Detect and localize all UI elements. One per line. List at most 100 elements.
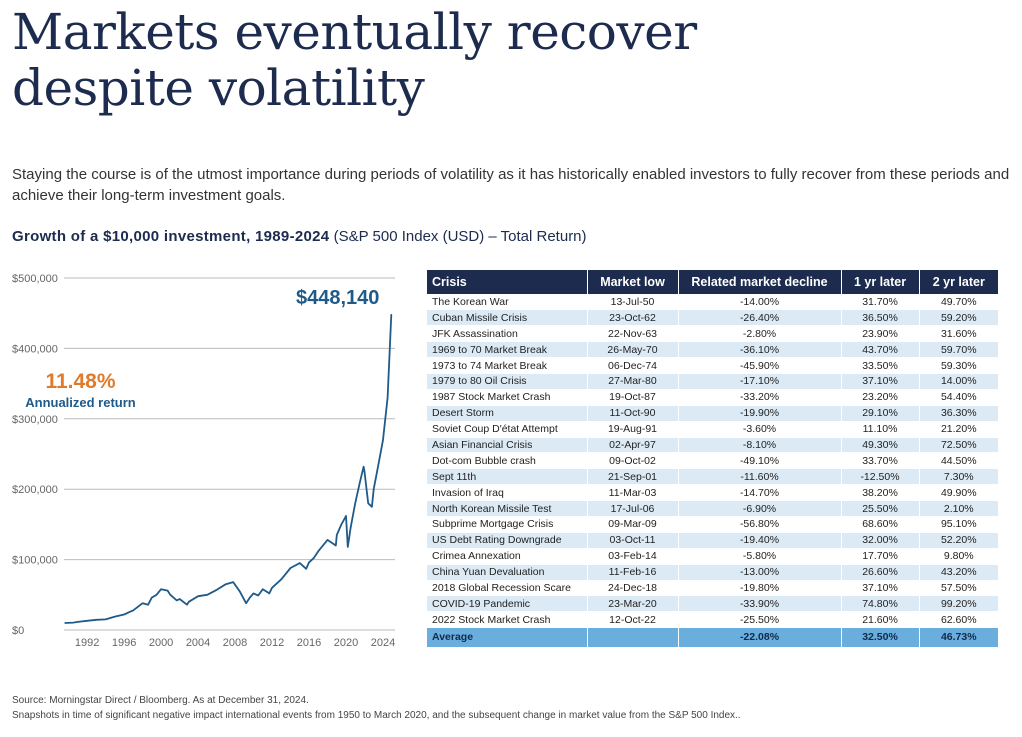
data-point: [359, 481, 361, 483]
table-row: 1969 to 70 Market Break 26-May-70 -36.10% 4…: [427, 341, 998, 359]
data-point: [299, 562, 301, 564]
title-line-1: Markets eventually recover: [12, 3, 697, 61]
table-row: Cuban Missile Crisis 23-Oct-62 -26.40% 36.5…: [427, 309, 998, 327]
table-row: COVID-19 Pandemic 23-Mar-20 -33.90% 74.80% 9…: [427, 595, 998, 613]
data-point: [132, 609, 134, 611]
intro-paragraph: Staying the course is of the utmost impo…: [12, 166, 1010, 204]
market-low: 27-Mar-80: [586, 373, 678, 390]
crisis-name: Asian Financial Crisis: [427, 437, 587, 454]
data-point: [245, 602, 247, 604]
market-decline: -3.60%: [677, 421, 841, 438]
market-decline: -19.40%: [677, 532, 841, 549]
data-point: [354, 502, 356, 504]
data-point: [363, 471, 366, 473]
market-decline: -13.00%: [677, 564, 841, 581]
market-decline: -33.90%: [677, 595, 841, 613]
average-row: Average -22.08% 32.50% 46.73%: [427, 627, 998, 647]
table-row: North Korean Missile Test 17-Jul-06 -6.90%…: [427, 500, 998, 517]
x-tick-label: 2016: [297, 637, 321, 649]
table-row: Asian Financial Crisis 02-Apr-97 -8.10% 49.…: [427, 437, 998, 454]
one-yr-later: 74.80%: [840, 595, 919, 613]
data-point: [363, 466, 365, 468]
data-point: [169, 594, 171, 596]
footnote-note: Snapshots in time of significant negativ…: [12, 710, 741, 721]
y-tick-label: $0: [12, 625, 24, 637]
data-point: [271, 587, 273, 589]
footnote-source: Source: Morningstar Direct / Bloomberg. …: [12, 695, 309, 706]
data-point: [167, 590, 169, 592]
chart-series: [64, 313, 393, 624]
y-axis-ticks: $0 $100,000 $200,000 $300,000 $400,000 $500,0…: [12, 273, 58, 637]
two-yr-later: 49.70%: [918, 294, 998, 311]
y-tick-label: $500,000: [12, 273, 58, 285]
data-point: [335, 544, 337, 547]
two-yr-later: 49.90%: [918, 484, 998, 502]
table-row: Subprime Mortgage Crisis 09-Mar-09 -56.80%…: [427, 516, 998, 533]
title-line-2: despite volatility: [12, 59, 425, 117]
market-decline: -33.20%: [677, 389, 841, 406]
data-point: [64, 622, 66, 624]
data-point: [326, 539, 329, 541]
average-decline: -22.08%: [677, 627, 841, 647]
two-yr-later: 9.80%: [918, 548, 998, 565]
data-point: [268, 592, 270, 594]
crisis-name: 1979 to 80 Oil Crisis: [427, 373, 587, 390]
market-decline: -56.80%: [677, 516, 841, 533]
chart-heading-bold: Growth of a $10,000 investment, 1989-202…: [12, 228, 330, 245]
x-tick-label: 2012: [260, 637, 284, 649]
data-point: [350, 527, 352, 529]
two-yr-later: 43.20%: [918, 564, 998, 581]
one-yr-later: 23.90%: [840, 325, 919, 343]
table-row: US Debt Rating Downgrade 03-Oct-11 -19.40%…: [427, 532, 998, 549]
x-tick-label: 2024: [371, 637, 395, 649]
market-decline: -19.80%: [677, 580, 841, 597]
data-point: [151, 597, 153, 599]
market-low: 06-Dec-74: [586, 357, 678, 374]
two-yr-later: 7.30%: [918, 468, 998, 486]
y-tick-label: $100,000: [12, 555, 58, 567]
data-point: [179, 598, 181, 600]
market-decline: -25.50%: [677, 611, 841, 629]
data-point: [340, 523, 342, 525]
data-point: [371, 506, 373, 508]
market-low: 12-Oct-22: [586, 611, 678, 629]
data-point: [390, 313, 392, 316]
data-point: [289, 567, 292, 569]
crisis-name: Cuban Missile Crisis: [427, 309, 587, 327]
data-point: [206, 594, 208, 596]
market-decline: -14.00%: [677, 294, 841, 311]
market-decline: -5.80%: [677, 548, 841, 565]
table-row: JFK Assassination 22-Nov-63 -2.80% 23.90% 31…: [427, 325, 998, 343]
crisis-name: Subprime Mortgage Crisis: [427, 516, 587, 533]
crisis-name: Invasion of Iraq: [427, 484, 587, 502]
one-yr-later: 29.10%: [840, 405, 919, 422]
data-point: [280, 578, 282, 580]
table-row: The Korean War 13-Jul-50 -14.00% 31.70% 49.7…: [427, 294, 998, 311]
two-yr-later: 59.20%: [918, 309, 998, 327]
table-row: 1979 to 80 Oil Crisis 27-Mar-80 -17.10% 37.…: [427, 373, 998, 390]
one-yr-later: 36.50%: [840, 309, 919, 327]
footnote: Source: Morningstar Direct / Bloomberg. …: [12, 693, 1012, 723]
market-decline: -49.10%: [677, 452, 841, 470]
x-tick-label: 1996: [112, 637, 136, 649]
table-row: Soviet Coup D'état Attempt 19-Aug-91 -3.60…: [427, 421, 998, 438]
data-point: [186, 604, 188, 606]
two-yr-later: 95.10%: [918, 516, 998, 533]
data-point: [387, 397, 389, 399]
one-yr-later: 33.50%: [840, 357, 919, 374]
growth-chart: $0 $100,000 $200,000 $300,000 $400,000 $500,0…: [12, 273, 395, 649]
data-point: [72, 622, 74, 624]
two-yr-later: 31.60%: [918, 325, 998, 343]
one-yr-later: 21.60%: [840, 611, 919, 629]
data-point: [382, 439, 384, 441]
market-decline: -2.80%: [677, 325, 841, 343]
two-yr-later: 14.00%: [918, 373, 998, 390]
data-point: [216, 589, 218, 591]
two-yr-later: 36.30%: [918, 405, 998, 422]
data-point: [197, 595, 199, 597]
data-point: [105, 618, 107, 620]
market-low: 09-Oct-02: [586, 452, 678, 470]
table-row: Invasion of Iraq 11-Mar-03 -14.70% 38.20% 49…: [427, 484, 998, 502]
average-2yr: 46.73%: [918, 627, 998, 647]
one-yr-later: 32.00%: [840, 532, 919, 549]
